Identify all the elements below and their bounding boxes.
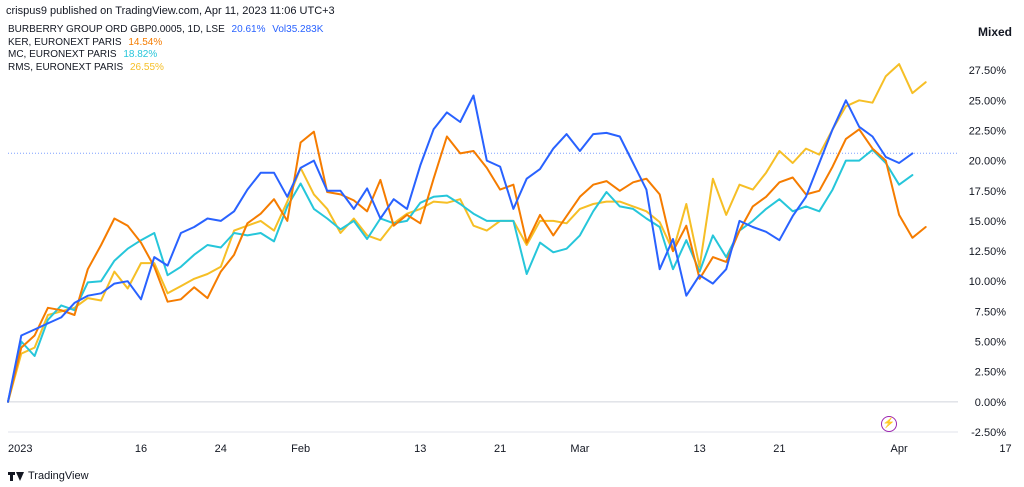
x-tick-label: 16 xyxy=(135,443,147,455)
y-tick-label: 5.00% xyxy=(975,337,1006,349)
legend-pct: 18.82% xyxy=(123,49,158,60)
x-tick-label: Apr xyxy=(891,443,908,455)
legend-row-mc[interactable]: MC, EURONEXT PARIS 18.82% xyxy=(8,49,323,62)
legend-pct: 26.55% xyxy=(130,61,164,73)
x-axis: 2023 16 24 Feb 13 21 Mar 13 21 Apr 17 xyxy=(8,443,1012,455)
y-tick-label: 7.50% xyxy=(975,306,1006,318)
y-tick-label: 17.50% xyxy=(969,186,1007,198)
legend-label: KER, EURONEXT PARIS xyxy=(8,36,122,48)
series-line-rms xyxy=(7,63,927,403)
y-tick-label: 12.50% xyxy=(969,246,1007,258)
legend-label: BURBERRY GROUP ORD GBP0.0005, 1D, LSE xyxy=(8,24,225,35)
y-tick-label: 2.50% xyxy=(975,367,1006,379)
legend-row-ker[interactable]: KER, EURONEXT PARIS 14.54% xyxy=(8,37,323,50)
y-tick-label: 27.50% xyxy=(969,65,1007,77)
y-tick-label: 10.00% xyxy=(969,276,1007,288)
series-line-ker xyxy=(7,128,927,403)
legend-row-rms[interactable]: RMS, EURONEXT PARIS 26.55% xyxy=(8,62,323,75)
legend-pct: 20.61% xyxy=(231,24,266,35)
x-tick-label: 13 xyxy=(693,443,705,455)
x-tick-label: 21 xyxy=(773,443,785,455)
grid-layer xyxy=(8,401,958,433)
y-axis: 27.50% 25.00% 22.50% 20.00% 17.50% 15.00% 12.5… xyxy=(969,65,1007,439)
series-line-burberry xyxy=(7,94,914,403)
legend-label: MC, EURONEXT PARIS xyxy=(8,49,117,60)
legend-pct: 14.54% xyxy=(128,36,163,48)
y-tick-label: 25.00% xyxy=(969,95,1007,107)
tradingview-logo-icon xyxy=(8,471,24,481)
x-tick-label: 2023 xyxy=(8,443,32,455)
y-tick-label: 0.00% xyxy=(975,397,1006,409)
y-tick-label: 22.50% xyxy=(969,125,1007,137)
y-tick-label: -2.50% xyxy=(971,427,1006,439)
series-layer xyxy=(7,63,927,403)
x-tick-label: 17 xyxy=(999,443,1011,455)
series-legend: BURBERRY GROUP ORD GBP0.0005, 1D, LSE 20… xyxy=(8,24,323,74)
x-tick-label: 24 xyxy=(215,443,227,455)
legend-volume: Vol35.283K xyxy=(272,24,324,35)
published-note: crispus9 published on TradingView.com, A… xyxy=(6,5,335,17)
legend-row-burberry[interactable]: BURBERRY GROUP ORD GBP0.0005, 1D, LSE 20… xyxy=(8,24,323,37)
y-tick-label: 20.00% xyxy=(969,156,1007,168)
scale-mode-label[interactable]: Mixed xyxy=(977,25,1012,39)
x-tick-label: Feb xyxy=(291,443,310,455)
series-line-mc xyxy=(7,148,914,403)
brand-name: TradingView xyxy=(28,470,89,482)
x-tick-label: 13 xyxy=(414,443,426,455)
x-tick-label: 21 xyxy=(494,443,506,455)
legend-label: RMS, EURONEXT PARIS xyxy=(8,61,124,73)
tradingview-brand: TradingView xyxy=(8,470,89,482)
lightning-icon[interactable]: ⚡ xyxy=(881,416,897,432)
y-tick-label: 15.00% xyxy=(969,216,1007,228)
x-tick-label: Mar xyxy=(570,443,589,455)
